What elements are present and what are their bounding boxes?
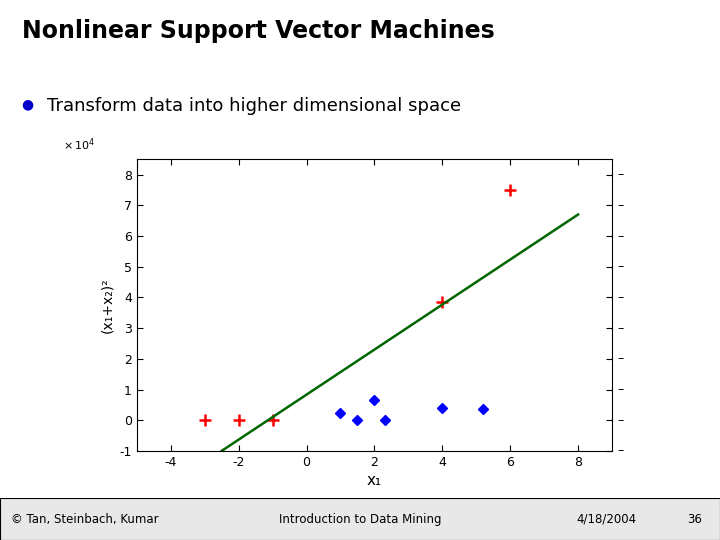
Text: 36: 36 bbox=[688, 513, 703, 526]
Text: –: – bbox=[618, 444, 624, 457]
Text: $\times\,10^4$: $\times\,10^4$ bbox=[63, 137, 95, 153]
Text: –: – bbox=[618, 199, 624, 212]
Text: Transform data into higher dimensional space: Transform data into higher dimensional s… bbox=[47, 97, 461, 115]
Text: –: – bbox=[618, 352, 624, 366]
Text: –: – bbox=[618, 260, 624, 273]
Text: –: – bbox=[618, 383, 624, 396]
Text: –: – bbox=[618, 168, 624, 181]
Y-axis label: (x₁+x₂)²: (x₁+x₂)² bbox=[100, 277, 114, 333]
X-axis label: x₁: x₁ bbox=[366, 473, 382, 488]
Text: –: – bbox=[618, 291, 624, 304]
Text: Nonlinear Support Vector Machines: Nonlinear Support Vector Machines bbox=[22, 19, 495, 43]
Text: –: – bbox=[618, 414, 624, 427]
Text: 4/18/2004: 4/18/2004 bbox=[576, 513, 636, 526]
Text: ●: ● bbox=[22, 97, 34, 111]
Text: © Tan, Steinbach, Kumar: © Tan, Steinbach, Kumar bbox=[11, 513, 158, 526]
Text: Introduction to Data Mining: Introduction to Data Mining bbox=[279, 513, 441, 526]
Text: –: – bbox=[618, 322, 624, 335]
Text: –: – bbox=[618, 230, 624, 242]
